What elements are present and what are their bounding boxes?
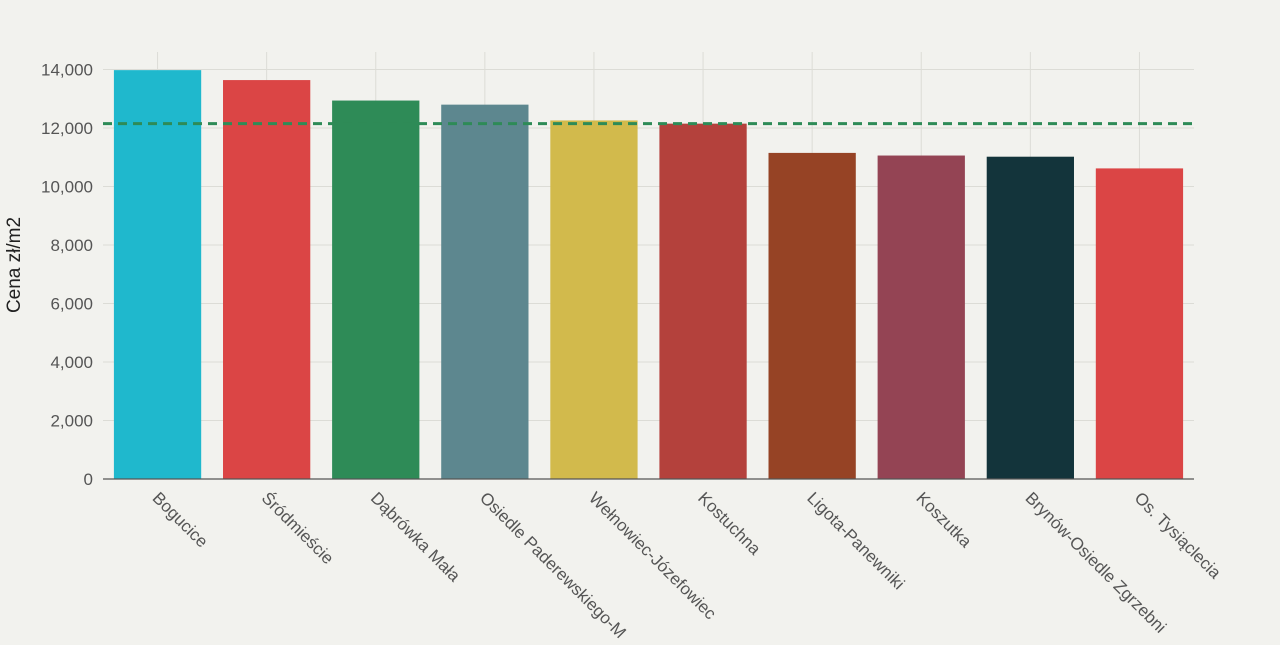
y-tick-label: 8,000 bbox=[50, 236, 93, 255]
x-tick-label: Bogucice bbox=[149, 488, 212, 551]
x-tick-label: Śródmieście bbox=[258, 488, 338, 568]
y-axis-title: Cena zł/m2 bbox=[4, 217, 25, 313]
bar-8 bbox=[877, 155, 965, 479]
y-tick-label: 4,000 bbox=[50, 353, 93, 372]
bar-3 bbox=[332, 100, 420, 479]
x-tick-label: Dąbrówka Mała bbox=[367, 488, 464, 585]
y-tick-label: 14,000 bbox=[41, 61, 93, 80]
x-tick-label: Koszutka bbox=[912, 488, 975, 551]
y-tick-label: 0 bbox=[84, 470, 93, 489]
y-tick-label: 2,000 bbox=[50, 412, 93, 431]
bar-10 bbox=[1095, 168, 1184, 479]
bar-4 bbox=[441, 104, 529, 480]
bar-7 bbox=[768, 152, 856, 479]
bars-layer bbox=[113, 70, 1184, 480]
bar-2 bbox=[223, 80, 311, 479]
y-tick-label: 10,000 bbox=[41, 178, 93, 197]
y-tick-label: 6,000 bbox=[50, 295, 93, 314]
y-tick-label: 12,000 bbox=[41, 119, 93, 138]
bar-5 bbox=[550, 120, 638, 480]
x-tick-label: Os. Tysiąclecia bbox=[1131, 488, 1225, 582]
bar-6 bbox=[659, 123, 747, 479]
x-tick-label: Ligota-Panewniki bbox=[803, 488, 908, 593]
bar-1 bbox=[113, 70, 202, 479]
x-tick-label: Kostuchna bbox=[694, 488, 765, 559]
bar-9 bbox=[986, 156, 1074, 479]
